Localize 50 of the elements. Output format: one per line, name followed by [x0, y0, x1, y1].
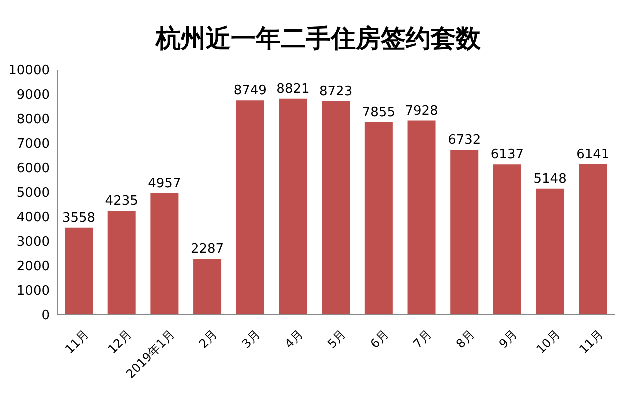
data-label: 5148 [534, 172, 567, 187]
x-tick-label: 2月 [196, 327, 220, 352]
y-tick-label: 6000 [16, 162, 50, 177]
bar [236, 100, 264, 315]
bar [194, 258, 222, 315]
y-tick-label: 9000 [16, 88, 50, 104]
y-tick-label: 8000 [16, 112, 50, 128]
x-tick-label: 10月 [534, 327, 564, 357]
x-tick-label: 9月 [496, 327, 520, 352]
bar [279, 98, 308, 315]
bar [536, 188, 564, 315]
y-tick-label: 3000 [16, 235, 50, 250]
data-label: 4957 [148, 176, 182, 192]
x-tick-label: 5月 [325, 327, 349, 352]
y-tick-label: 5000 [16, 186, 50, 202]
data-label: 7855 [362, 106, 396, 121]
bar [150, 194, 179, 315]
bar [65, 228, 93, 315]
data-label: 4235 [105, 194, 138, 210]
bar [579, 164, 608, 315]
x-tick-label: 4月 [282, 327, 306, 352]
x-tick-label: 11月 [576, 327, 606, 357]
data-label: 2287 [190, 242, 224, 257]
chart-title: 杭州近一年二手住房签约套数 [154, 23, 482, 55]
y-tick-label: 2000 [16, 260, 50, 275]
bar [108, 211, 136, 315]
data-label: 8821 [276, 82, 310, 97]
x-tick-label: 12月 [105, 327, 135, 357]
bar [322, 101, 350, 315]
y-tick-label: 0 [42, 308, 50, 324]
x-tick-label: 8月 [454, 327, 478, 352]
y-tick-label: 1000 [16, 284, 50, 300]
bar [408, 120, 436, 315]
bar [493, 164, 522, 315]
x-tick-label: 6月 [368, 327, 392, 352]
y-tick-label: 7000 [16, 137, 50, 152]
x-tick-label: 11月 [62, 327, 92, 357]
data-label: 3558 [62, 210, 96, 226]
data-label: 8723 [320, 84, 353, 100]
y-tick-label: 4000 [16, 210, 50, 226]
x-tick-label: 3月 [239, 327, 264, 352]
data-label: 6137 [490, 148, 524, 163]
data-label: 7928 [405, 104, 438, 119]
data-label: 6141 [576, 148, 610, 163]
bar [364, 122, 393, 315]
x-tick-label: 7月 [410, 327, 435, 352]
data-label: 8749 [234, 84, 267, 99]
data-label: 6732 [448, 133, 482, 148]
bar [450, 150, 479, 315]
y-tick-label: 10000 [8, 64, 50, 79]
